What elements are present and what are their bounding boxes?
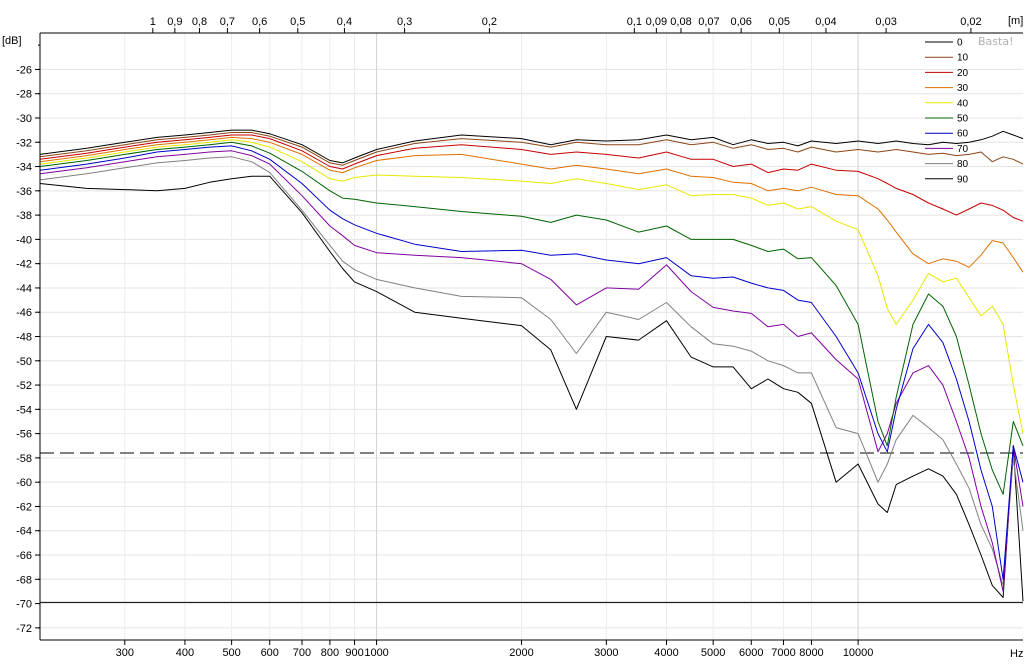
top-tick-label: 0,5	[290, 16, 305, 28]
top-tick-label: 0,05	[769, 16, 790, 28]
y-tick-label: -72	[16, 623, 32, 635]
reference-lines	[40, 452, 1023, 603]
series-line-10	[39, 132, 1024, 166]
top-tick-label: 1	[150, 16, 156, 28]
top-tick-label: 0,09	[646, 16, 667, 28]
series-line-0	[39, 129, 1024, 164]
x-tick-label: 500	[222, 647, 240, 659]
top-tick-label: 0,2	[482, 16, 497, 28]
top-tick-label: 0,03	[875, 16, 896, 28]
top-tick-label: 0,04	[815, 16, 836, 28]
x-tick-label: 8000	[799, 647, 823, 659]
y-tick-label: -28	[16, 89, 32, 101]
watermark: Basta!	[978, 35, 1013, 48]
top-axis-unit-label: [m]	[1008, 15, 1023, 27]
y-tick-label: -48	[16, 332, 32, 344]
legend-label-40: 40	[957, 98, 969, 109]
x-tick-labels: 300 400 500 600 700 800 900 1000 2000 3000 4000 500…	[116, 647, 874, 659]
x-tick-label: 10000	[843, 647, 874, 659]
y-tick-label: -26	[16, 64, 32, 76]
x-tick-label: 900	[345, 647, 363, 659]
legend-label-80: 80	[957, 159, 969, 170]
top-tick-label: 0,6	[252, 16, 267, 28]
x-tick-label: 800	[321, 647, 339, 659]
x-tick-label: 2000	[509, 647, 533, 659]
x-tick-label: 600	[261, 647, 279, 659]
x-tick-label: 300	[116, 647, 134, 659]
y-tick-label: -40	[16, 234, 32, 246]
y-tick-label: -46	[16, 307, 32, 319]
axes	[35, 28, 1023, 645]
top-tick-label: 0,02	[960, 16, 981, 28]
series-group	[39, 129, 1024, 602]
top-tick-label: 0,7	[220, 16, 235, 28]
y-tick-label: -68	[16, 574, 32, 586]
y-tick-label: -50	[16, 356, 32, 368]
y-tick-label: -66	[16, 550, 32, 562]
top-tick-label: 0,9	[167, 16, 182, 28]
top-distance-tick-labels: 1 0,9 0,8 0,7 0,6 0,5 0,4 0,3 0,2 0,1 0,09 0,08 0,07…	[150, 16, 982, 28]
y-tick-label: -60	[16, 477, 32, 489]
top-tick-label: 0,3	[397, 16, 412, 28]
x-tick-label: 400	[176, 647, 194, 659]
x-tick-label: 3000	[594, 647, 618, 659]
y-tick-label: -62	[16, 501, 32, 513]
y-tick-label: -54	[16, 404, 32, 416]
x-tick-label: 7000	[771, 647, 795, 659]
top-tick-label: 0,06	[730, 16, 751, 28]
y-tick-label: -42	[16, 259, 32, 271]
series-line-80	[39, 156, 1024, 586]
y-tick-label: -34	[16, 162, 32, 174]
x-tick-label: 5000	[701, 647, 725, 659]
series-line-20	[39, 134, 1024, 222]
y-tick-label: -56	[16, 429, 32, 441]
top-tick-label: 0,1	[627, 16, 642, 28]
legend-label-20: 20	[957, 68, 969, 79]
legend: 0 10 20 30 40 50 60 70 80 90	[925, 38, 969, 185]
legend-label-50: 50	[957, 114, 969, 125]
y-axis-label: [dB]	[2, 35, 22, 47]
top-tick-label: 0,8	[192, 16, 207, 28]
legend-label-0: 0	[957, 38, 963, 49]
top-tick-label: 0,4	[337, 16, 352, 28]
y-tick-label: -58	[16, 453, 32, 465]
series-line-90	[39, 175, 1024, 602]
y-tick-label: -38	[16, 210, 32, 222]
series-line-40	[39, 139, 1024, 434]
grid	[40, 33, 1023, 640]
series-line-70	[39, 150, 1024, 592]
y-tick-label: -36	[16, 186, 32, 198]
top-tick-label: 0,07	[698, 16, 719, 28]
x-tick-label: 1000	[364, 647, 388, 659]
legend-label-30: 30	[957, 83, 969, 94]
x-axis-unit-label: Hz	[1010, 648, 1023, 660]
top-tick-label: 0,08	[670, 16, 691, 28]
x-tick-label: 700	[293, 647, 311, 659]
x-tick-label: 6000	[739, 647, 763, 659]
y-tick-label: -30	[16, 113, 32, 125]
legend-label-90: 90	[957, 174, 969, 185]
y-tick-label: -52	[16, 380, 32, 392]
series-line-50	[39, 141, 1024, 495]
x-tick-label: 4000	[654, 647, 678, 659]
y-tick-labels: -26 -28 -30 -32 -34 -36 -38 -40 -42 -44 -46 -48 -50 -…	[16, 64, 32, 634]
series-line-30	[39, 136, 1024, 273]
y-tick-label: -64	[16, 526, 32, 538]
series-line-60	[39, 145, 1024, 580]
legend-label-60: 60	[957, 129, 969, 140]
y-tick-label: -70	[16, 599, 32, 611]
y-tick-label: -44	[16, 283, 32, 295]
legend-label-10: 10	[957, 53, 969, 64]
y-tick-label: -32	[16, 137, 32, 149]
legend-label-70: 70	[957, 144, 969, 155]
